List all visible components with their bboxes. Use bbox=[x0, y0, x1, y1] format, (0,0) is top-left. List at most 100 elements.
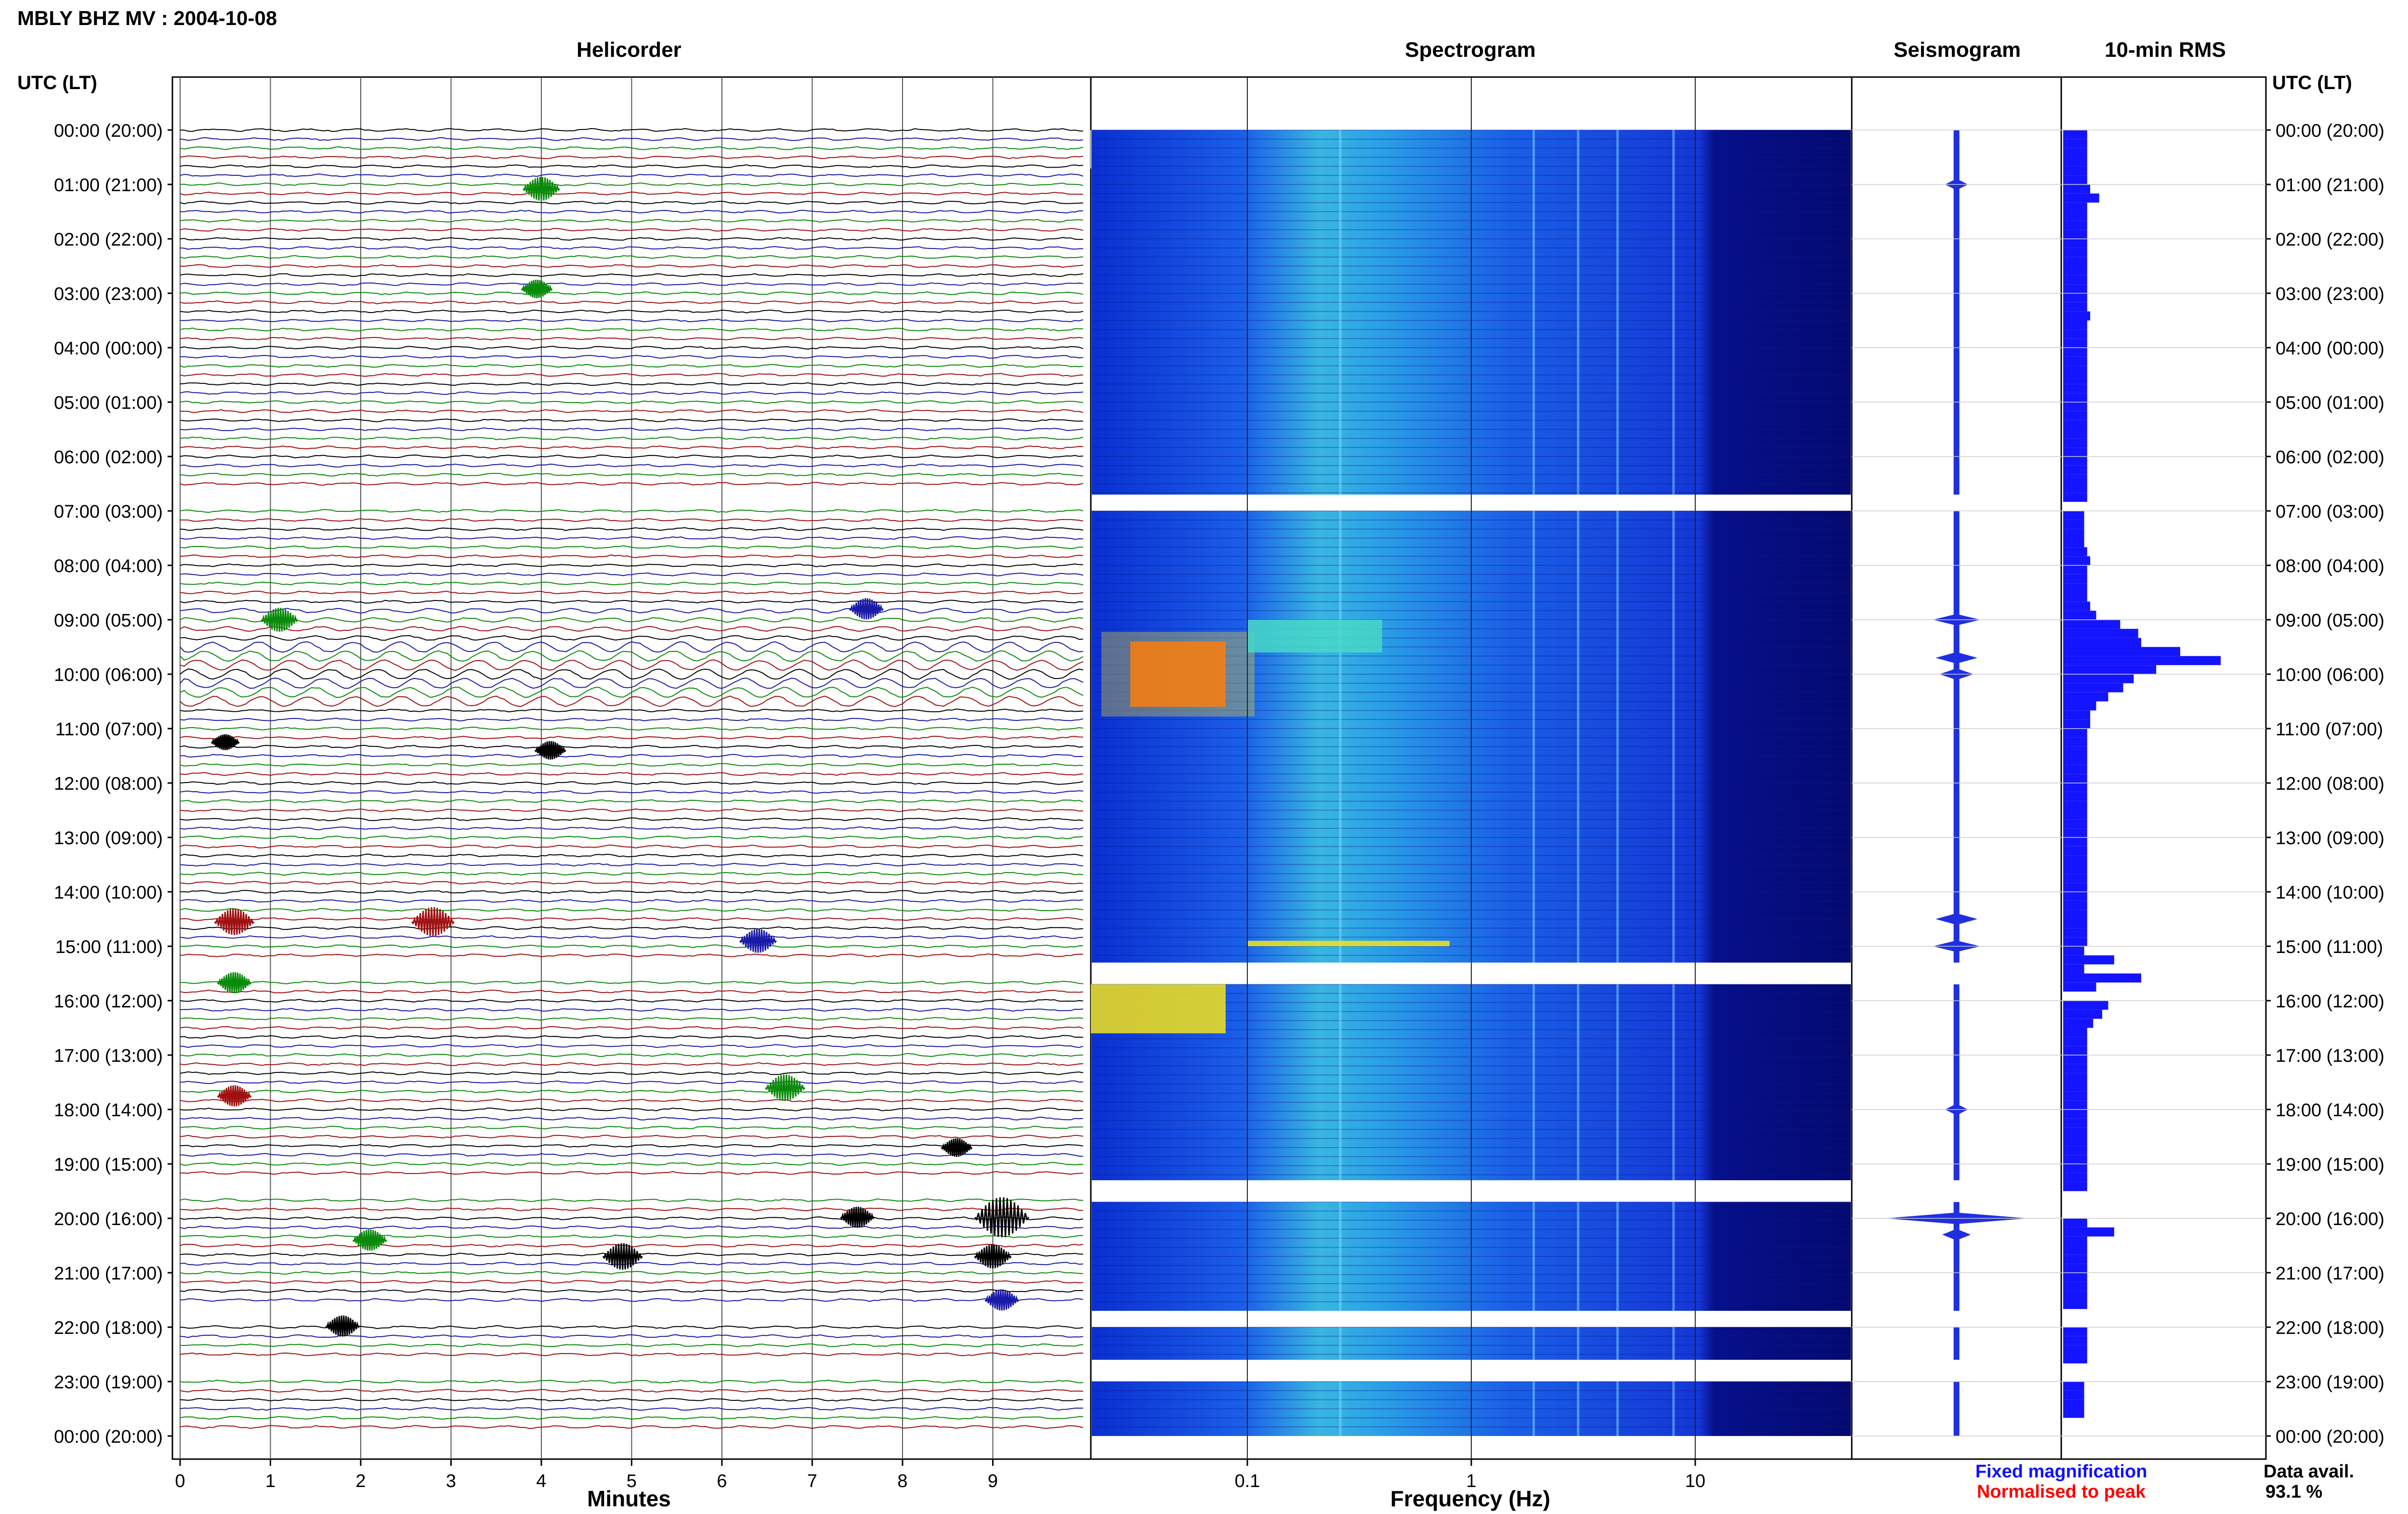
rms-bar bbox=[2063, 1264, 2087, 1273]
helicorder-event bbox=[214, 908, 255, 935]
time-tick-label-left: 07:00 (03:00) bbox=[54, 502, 163, 522]
helicorder-trace bbox=[180, 563, 1084, 567]
rms-bar bbox=[2063, 1354, 2087, 1364]
helicorder-event bbox=[411, 907, 455, 937]
rms-bar bbox=[2063, 1300, 2087, 1309]
helicorder-trace bbox=[180, 1017, 1084, 1021]
helicorder-trace bbox=[180, 1053, 1084, 1057]
helicorder-trace bbox=[180, 908, 1084, 912]
rms-bar bbox=[2063, 592, 2087, 602]
helicorder-trace bbox=[180, 1153, 1084, 1157]
rms-bar bbox=[2063, 1182, 2087, 1191]
rms-bar bbox=[2063, 1118, 2087, 1128]
helicorder-trace bbox=[180, 1089, 1084, 1094]
helicorder-trace bbox=[180, 617, 1084, 623]
time-tick-label-right: 16:00 (12:00) bbox=[2276, 992, 2384, 1012]
helicorder-event bbox=[217, 1085, 252, 1107]
time-tick-label-right: 10:00 (06:00) bbox=[2276, 665, 2384, 685]
rms-bar bbox=[2063, 411, 2087, 420]
rms-bar bbox=[2063, 638, 2141, 647]
helicorder-trace bbox=[180, 219, 1084, 223]
rms-bar bbox=[2063, 910, 2087, 919]
minutes-tick-label: 8 bbox=[897, 1471, 907, 1491]
time-tick-label-left: 08:00 (04:00) bbox=[54, 556, 163, 576]
helicorder-trace bbox=[180, 590, 1084, 595]
rms-bar bbox=[2063, 946, 2084, 955]
rms-bar bbox=[2063, 402, 2087, 411]
helicorder-trace bbox=[180, 364, 1084, 368]
time-tick-label-left: 00:00 (20:00) bbox=[54, 1427, 163, 1447]
rms-bar bbox=[2063, 365, 2087, 375]
rms-bar bbox=[2063, 828, 2087, 837]
frequency-tick-label: 0.1 bbox=[1235, 1471, 1260, 1491]
helicorder-trace bbox=[180, 418, 1084, 422]
time-tick-label-right: 11:00 (07:00) bbox=[2276, 719, 2383, 740]
rms-bar bbox=[2063, 1055, 2087, 1064]
minutes-tick-label: 4 bbox=[536, 1471, 546, 1491]
rms-bar bbox=[2063, 1073, 2087, 1083]
helicorder-trace bbox=[180, 1298, 1084, 1302]
minutes-tick-label: 3 bbox=[446, 1471, 456, 1491]
seismogram-burst bbox=[1936, 652, 1977, 664]
helicorder-trace bbox=[180, 128, 1084, 132]
helicorder-trace bbox=[180, 300, 1084, 304]
rms-bar bbox=[2063, 982, 2096, 992]
helicorder-trace bbox=[180, 155, 1084, 159]
rms-bar bbox=[2063, 756, 2087, 765]
minutes-tick-label: 2 bbox=[355, 1471, 366, 1491]
helicorder-event bbox=[739, 928, 777, 953]
helicorder-trace bbox=[180, 735, 1084, 740]
helicorder-trace bbox=[180, 772, 1084, 776]
helicorder-trace bbox=[180, 1144, 1084, 1148]
rms-bar bbox=[2063, 683, 2123, 692]
helicorder-trace bbox=[180, 726, 1084, 731]
rms-bar bbox=[2063, 239, 2087, 248]
time-tick-label-right: 14:00 (10:00) bbox=[2276, 883, 2384, 903]
helicorder-trace bbox=[180, 200, 1084, 205]
rms-bar bbox=[2063, 511, 2084, 520]
time-tick-label-left: 10:00 (06:00) bbox=[54, 665, 163, 685]
helicorder-trace bbox=[180, 382, 1084, 386]
helicorder-trace bbox=[180, 1080, 1084, 1084]
helicorder-event bbox=[352, 1229, 387, 1251]
seismogram-trace bbox=[1953, 1202, 1960, 1311]
seismogram-trace bbox=[1953, 130, 1960, 495]
rms-bar bbox=[2063, 774, 2087, 783]
time-tick-label-left: 09:00 (05:00) bbox=[54, 611, 163, 631]
rms-bar bbox=[2063, 783, 2087, 792]
helicorder-trace bbox=[180, 291, 1084, 295]
rms-bar bbox=[2063, 447, 2087, 457]
rms-bar bbox=[2063, 1336, 2087, 1345]
helicorder-event bbox=[210, 734, 240, 750]
spectrogram-hot-spot bbox=[1130, 641, 1226, 707]
rms-bar bbox=[2063, 746, 2087, 756]
rms-bar bbox=[2063, 493, 2087, 502]
helicorder-trace bbox=[180, 1343, 1084, 1347]
helicorder-trace bbox=[180, 1116, 1084, 1121]
time-tick-label-right: 12:00 (08:00) bbox=[2276, 774, 2384, 794]
helicorder-trace bbox=[180, 1107, 1084, 1112]
helicorder-trace bbox=[180, 1425, 1084, 1429]
rms-bar bbox=[2063, 701, 2096, 711]
rms-bar bbox=[2063, 375, 2087, 384]
helicorder-trace bbox=[180, 1225, 1084, 1229]
rms-bar bbox=[2063, 719, 2091, 729]
rms-bar bbox=[2063, 819, 2087, 829]
time-tick-label-left: 21:00 (17:00) bbox=[54, 1264, 163, 1284]
rms-bar bbox=[2063, 221, 2087, 230]
helicorder-trace bbox=[180, 835, 1084, 840]
helicorder-event bbox=[974, 1197, 1030, 1238]
helicorder-trace bbox=[180, 881, 1084, 885]
helicorder-trace bbox=[180, 409, 1084, 413]
rms-bar bbox=[2063, 356, 2087, 366]
helicorder-event bbox=[521, 279, 553, 299]
helicorder-trace bbox=[180, 1125, 1084, 1130]
helicorder-trace bbox=[180, 1007, 1084, 1012]
rms-bar bbox=[2063, 1399, 2084, 1409]
helicorder-trace bbox=[180, 137, 1084, 141]
minutes-tick-label: 9 bbox=[988, 1471, 998, 1491]
rms-bar bbox=[2063, 1327, 2087, 1336]
helicorder-trace bbox=[180, 1279, 1084, 1284]
helicorder-trace bbox=[180, 509, 1084, 513]
helicorder-trace bbox=[180, 209, 1084, 214]
